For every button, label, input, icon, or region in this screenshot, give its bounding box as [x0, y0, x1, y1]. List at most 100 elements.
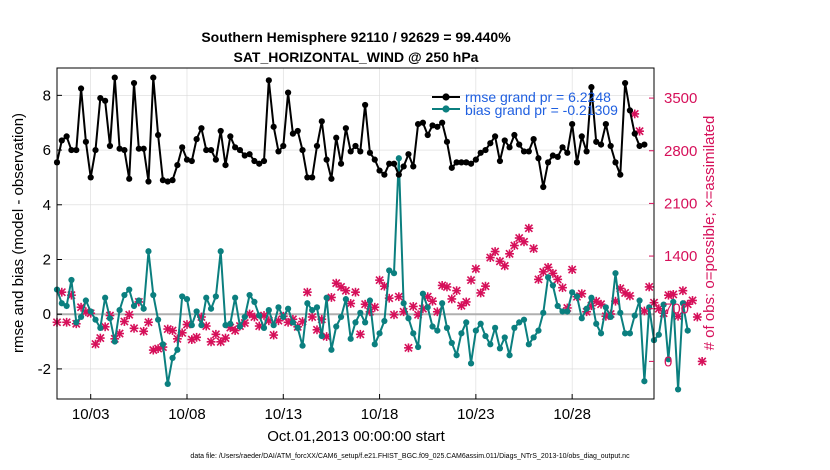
bias-point [159, 341, 167, 348]
obs-count-marker [120, 317, 129, 326]
rmse-point [429, 122, 436, 129]
rmse-point [222, 162, 229, 169]
rmse-point [102, 97, 109, 104]
rmse-point [573, 159, 581, 166]
rmse-point [183, 156, 191, 163]
bias-point [169, 354, 176, 362]
bias-point [410, 330, 417, 337]
obs-count-marker [534, 274, 543, 284]
rmse-point [174, 162, 181, 169]
rmse-point [386, 160, 393, 167]
bias-point [275, 304, 282, 311]
rmse-point [241, 152, 248, 159]
bias-point [622, 330, 629, 337]
rmse-point [472, 156, 479, 163]
obs-count-marker [442, 282, 452, 292]
rmse-point [256, 160, 263, 167]
bias-point [429, 323, 436, 330]
plot-frame [56, 67, 655, 400]
obs-count-marker [678, 286, 688, 296]
obs-count-marker [351, 287, 360, 297]
rmse-point [304, 174, 311, 181]
rmse-point [260, 157, 268, 165]
rmse-point [443, 138, 451, 145]
rmse-point [453, 159, 460, 166]
rmse-point [313, 142, 321, 150]
rmse-point [328, 175, 335, 182]
rmse-point [63, 133, 70, 140]
rmse-point [135, 145, 142, 152]
bias-point [352, 319, 359, 326]
bias-point [68, 276, 75, 284]
bias-point [506, 352, 513, 359]
rmse-point [87, 174, 94, 181]
bias-point [145, 248, 152, 255]
rmse-point [501, 137, 508, 144]
obs-count-marker [471, 264, 481, 274]
bias-point [597, 330, 605, 337]
y-axis-left-label: rmse and bias (model - observation) [10, 113, 27, 353]
bias-point [670, 298, 677, 305]
rmse-point [265, 77, 272, 84]
bias-point [232, 294, 239, 301]
rmse-point [511, 131, 518, 139]
bias-point [559, 308, 566, 315]
rmse-point [236, 146, 244, 154]
rmse-point [617, 171, 624, 178]
y-axis-left-ticks: -2 0 2 4 6 8 [38, 87, 62, 378]
y-tick-label: 0 [43, 306, 51, 323]
rmse-point [381, 171, 388, 178]
rmse-point [434, 123, 441, 130]
bias-point [626, 330, 634, 337]
rmse-point [126, 175, 133, 182]
bias-point [674, 386, 682, 393]
bias-point [607, 313, 614, 321]
bias-point [203, 294, 210, 301]
bias-point [207, 305, 215, 312]
obs-count-marker [673, 311, 683, 321]
obs-count-marker [211, 329, 221, 339]
bias-point [583, 305, 590, 312]
rmse-point [390, 160, 398, 167]
bias-point [631, 312, 638, 319]
rmse-point [458, 159, 465, 166]
obs-count-marker [558, 283, 567, 293]
bias-point [593, 320, 600, 327]
rmse-point [362, 101, 369, 109]
bias-point [294, 324, 301, 331]
bias-point [58, 300, 65, 307]
bias-point [463, 319, 470, 326]
bias-point [121, 291, 128, 299]
rmse-point [419, 119, 427, 126]
bias-point [183, 296, 191, 303]
obs-count-marker [139, 326, 149, 336]
obs-count-marker [524, 223, 534, 233]
bias-point [362, 319, 369, 326]
bias-point [487, 341, 494, 348]
y-tick-label: 8 [43, 87, 51, 104]
rmse-point [227, 133, 234, 140]
bias-point [458, 330, 465, 337]
data-file-footer: data file: /Users/raeder/DAI/ATM_forcXX/… [190, 453, 630, 460]
rmse-point [540, 183, 547, 191]
x-tick-label: 10/03 [72, 406, 110, 423]
obs-count-marker [692, 312, 702, 322]
rmse-point [106, 142, 114, 150]
rmse-point [520, 148, 528, 155]
obs-count-marker [269, 330, 279, 340]
bias-point [92, 316, 99, 323]
obs-count-marker [553, 274, 563, 284]
bias-point [520, 316, 528, 323]
bias-point [573, 293, 581, 300]
bias-point [87, 308, 94, 315]
bias-point [376, 330, 383, 337]
bias-point [386, 267, 393, 274]
bias-point [578, 315, 585, 322]
obs-count-marker [192, 332, 202, 342]
rmse-point [569, 120, 576, 128]
rmse-point [641, 141, 648, 148]
rmse-point [299, 146, 306, 154]
bias-point [472, 327, 479, 334]
bias-point [198, 322, 205, 329]
rmse-point [467, 160, 475, 167]
